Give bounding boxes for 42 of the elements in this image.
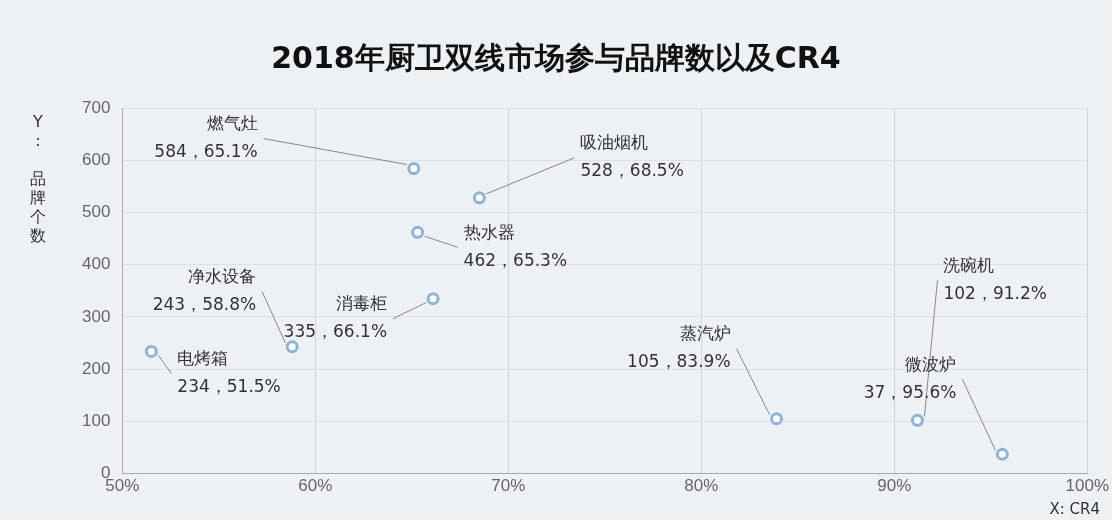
annotation: 电烤箱 xyxy=(177,347,229,368)
y-tick-label: 500 xyxy=(81,202,111,222)
annotation: 热水器 xyxy=(463,221,515,242)
x-tick-label: 90% xyxy=(877,476,912,496)
chart-title: 2018年厨卫双线市场参与品牌数以及CR4 xyxy=(270,39,842,77)
point xyxy=(995,447,1009,461)
point xyxy=(770,412,784,426)
y-axis-title: Y: 品牌个数 xyxy=(29,112,47,245)
data-label: 102，91.2% xyxy=(943,282,1047,303)
data-label: 37，95.6% xyxy=(863,381,957,402)
annotation: 微波炉 xyxy=(905,353,957,374)
point xyxy=(426,292,440,306)
data-label: 335，66.1% xyxy=(283,321,388,342)
x-axis-title: X: CR4 xyxy=(1049,500,1100,518)
annotation: 消毒柜 xyxy=(336,293,388,314)
annotation: 蒸汽炉 xyxy=(679,323,731,344)
y-tick-label: 600 xyxy=(81,149,111,169)
y-tick-label: 200 xyxy=(81,358,111,378)
point xyxy=(910,413,924,427)
point xyxy=(411,225,425,239)
y-tick-label: 300 xyxy=(81,306,111,326)
y-tick-label: 400 xyxy=(81,254,111,274)
data-label: 234，51.5% xyxy=(177,375,281,396)
annotation: 吸油烟机 xyxy=(580,132,649,153)
y-tick-label: 100 xyxy=(81,411,111,431)
annotation: 洗碗机 xyxy=(943,254,995,275)
data-label: 105，83.9% xyxy=(627,351,731,372)
data-label: 584，65.1% xyxy=(154,141,258,162)
point xyxy=(407,162,421,176)
annotation: 净水设备 xyxy=(188,266,257,287)
data-label: 243，58.8% xyxy=(152,294,257,315)
point xyxy=(285,340,299,354)
x-tick-label: 80% xyxy=(684,476,719,496)
point xyxy=(472,191,486,205)
point xyxy=(144,344,158,358)
x-tick-label: 70% xyxy=(491,476,526,496)
x-tick-label: 100% xyxy=(1065,476,1109,496)
y-tick-label: 700 xyxy=(81,97,111,117)
data-label: 528，68.5% xyxy=(580,160,684,181)
annotation: 燃气灶 xyxy=(206,113,258,134)
x-tick-label: 60% xyxy=(298,476,333,496)
data-label: 462，65.3% xyxy=(463,249,568,270)
